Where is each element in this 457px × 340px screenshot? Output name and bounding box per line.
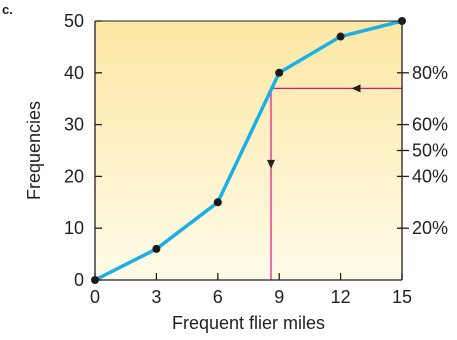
y-tick-label: 20 <box>64 166 84 186</box>
y-tick-label: 10 <box>64 218 84 238</box>
y-tick-label: 40 <box>64 63 84 83</box>
panel-label: c. <box>2 2 13 17</box>
data-point <box>336 32 345 41</box>
guide-lines <box>267 84 402 280</box>
axes-layer: 0 10 20 30 40 50 0 3 6 9 12 15 20% 40% 50% 60% 80% <box>64 11 448 307</box>
right-tick-label: 20% <box>412 218 448 238</box>
right-tick-label: 40% <box>412 166 448 186</box>
data-point <box>152 244 161 253</box>
right-tick-label: 60% <box>412 115 448 135</box>
right-tick-label: 80% <box>412 63 448 83</box>
x-tick-label: 9 <box>274 287 284 307</box>
plot-background <box>95 21 402 280</box>
right-tick-label: 50% <box>412 141 448 161</box>
data-point <box>275 68 284 77</box>
x-tick-label: 3 <box>151 287 161 307</box>
y-tick-label: 0 <box>74 270 84 290</box>
y-tick-label: 50 <box>64 11 84 31</box>
y-axis-title: Frequencies <box>24 101 44 200</box>
x-axis-title: Frequent flier miles <box>172 313 325 333</box>
data-point <box>213 198 222 207</box>
down-arrow-icon <box>267 159 276 169</box>
series-line <box>93 19 404 282</box>
left-arrow-icon <box>351 84 361 93</box>
x-tick-label: 12 <box>331 287 351 307</box>
y-tick-label: 30 <box>64 115 84 135</box>
x-tick-label: 15 <box>392 287 412 307</box>
x-tick-label: 6 <box>213 287 223 307</box>
x-tick-label: 0 <box>90 287 100 307</box>
